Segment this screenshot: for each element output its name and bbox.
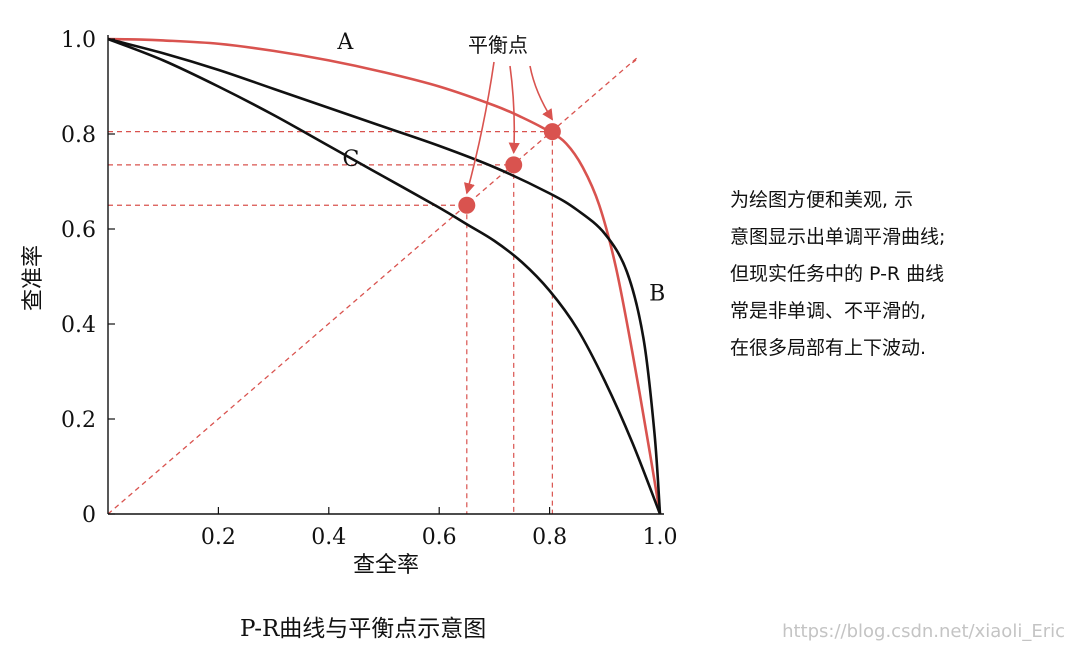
side-note-line: 意图显示出单调平滑曲线;: [730, 226, 946, 248]
breakeven-point-a: [543, 123, 561, 141]
breakeven-point-b: [505, 156, 523, 174]
y-tick-label: 1.0: [61, 28, 96, 53]
breakeven-point-c: [458, 196, 476, 214]
breakeven-arrow: [464, 61, 495, 195]
y-tick-label: 0.2: [61, 408, 96, 433]
breakeven-diagonal: [107, 56, 639, 515]
watermark: https://blog.csdn.net/xiaoli_Eric: [782, 621, 1065, 642]
curve-label-b: B: [649, 281, 665, 306]
x-tick-label: 0.6: [422, 525, 457, 550]
y-tick-label: 0.4: [61, 313, 96, 338]
y-axis-title: 查准率: [21, 245, 46, 311]
x-tick-label: 0.2: [201, 525, 236, 550]
curve-label-a: A: [336, 30, 354, 55]
y-tick-label: 0.6: [61, 218, 96, 243]
side-note-line: 为绘图方便和美观, 示: [730, 189, 914, 211]
breakeven-arrow: [508, 65, 520, 154]
breakeven-arrow: [529, 65, 554, 121]
curve-label-c: C: [342, 147, 359, 172]
x-tick-label: 1.0: [643, 525, 678, 550]
side-note-line: 常是非单调、不平滑的,: [730, 300, 927, 322]
y-tick-label: 0: [82, 503, 96, 528]
breakeven-diagonal-ext: [632, 59, 637, 64]
side-note-line: 但现实任务中的 P-R 曲线: [730, 263, 945, 285]
chart-caption: P-R曲线与平衡点示意图: [240, 616, 486, 642]
x-tick-label: 0.8: [532, 525, 567, 550]
breakeven-label: 平衡点: [468, 33, 528, 57]
curve-b: [107, 37, 662, 515]
curve-a: [107, 37, 662, 515]
y-tick-label: 0.8: [61, 123, 96, 148]
side-note: 为绘图方便和美观, 示 意图显示出单调平滑曲线; 但现实任务中的 P-R 曲线 …: [730, 182, 1060, 367]
x-tick-label: 0.4: [311, 525, 346, 550]
curve-c: [107, 37, 662, 515]
side-note-line: 在很多局部有上下波动.: [730, 337, 927, 359]
x-axis-title: 查全率: [353, 553, 419, 578]
